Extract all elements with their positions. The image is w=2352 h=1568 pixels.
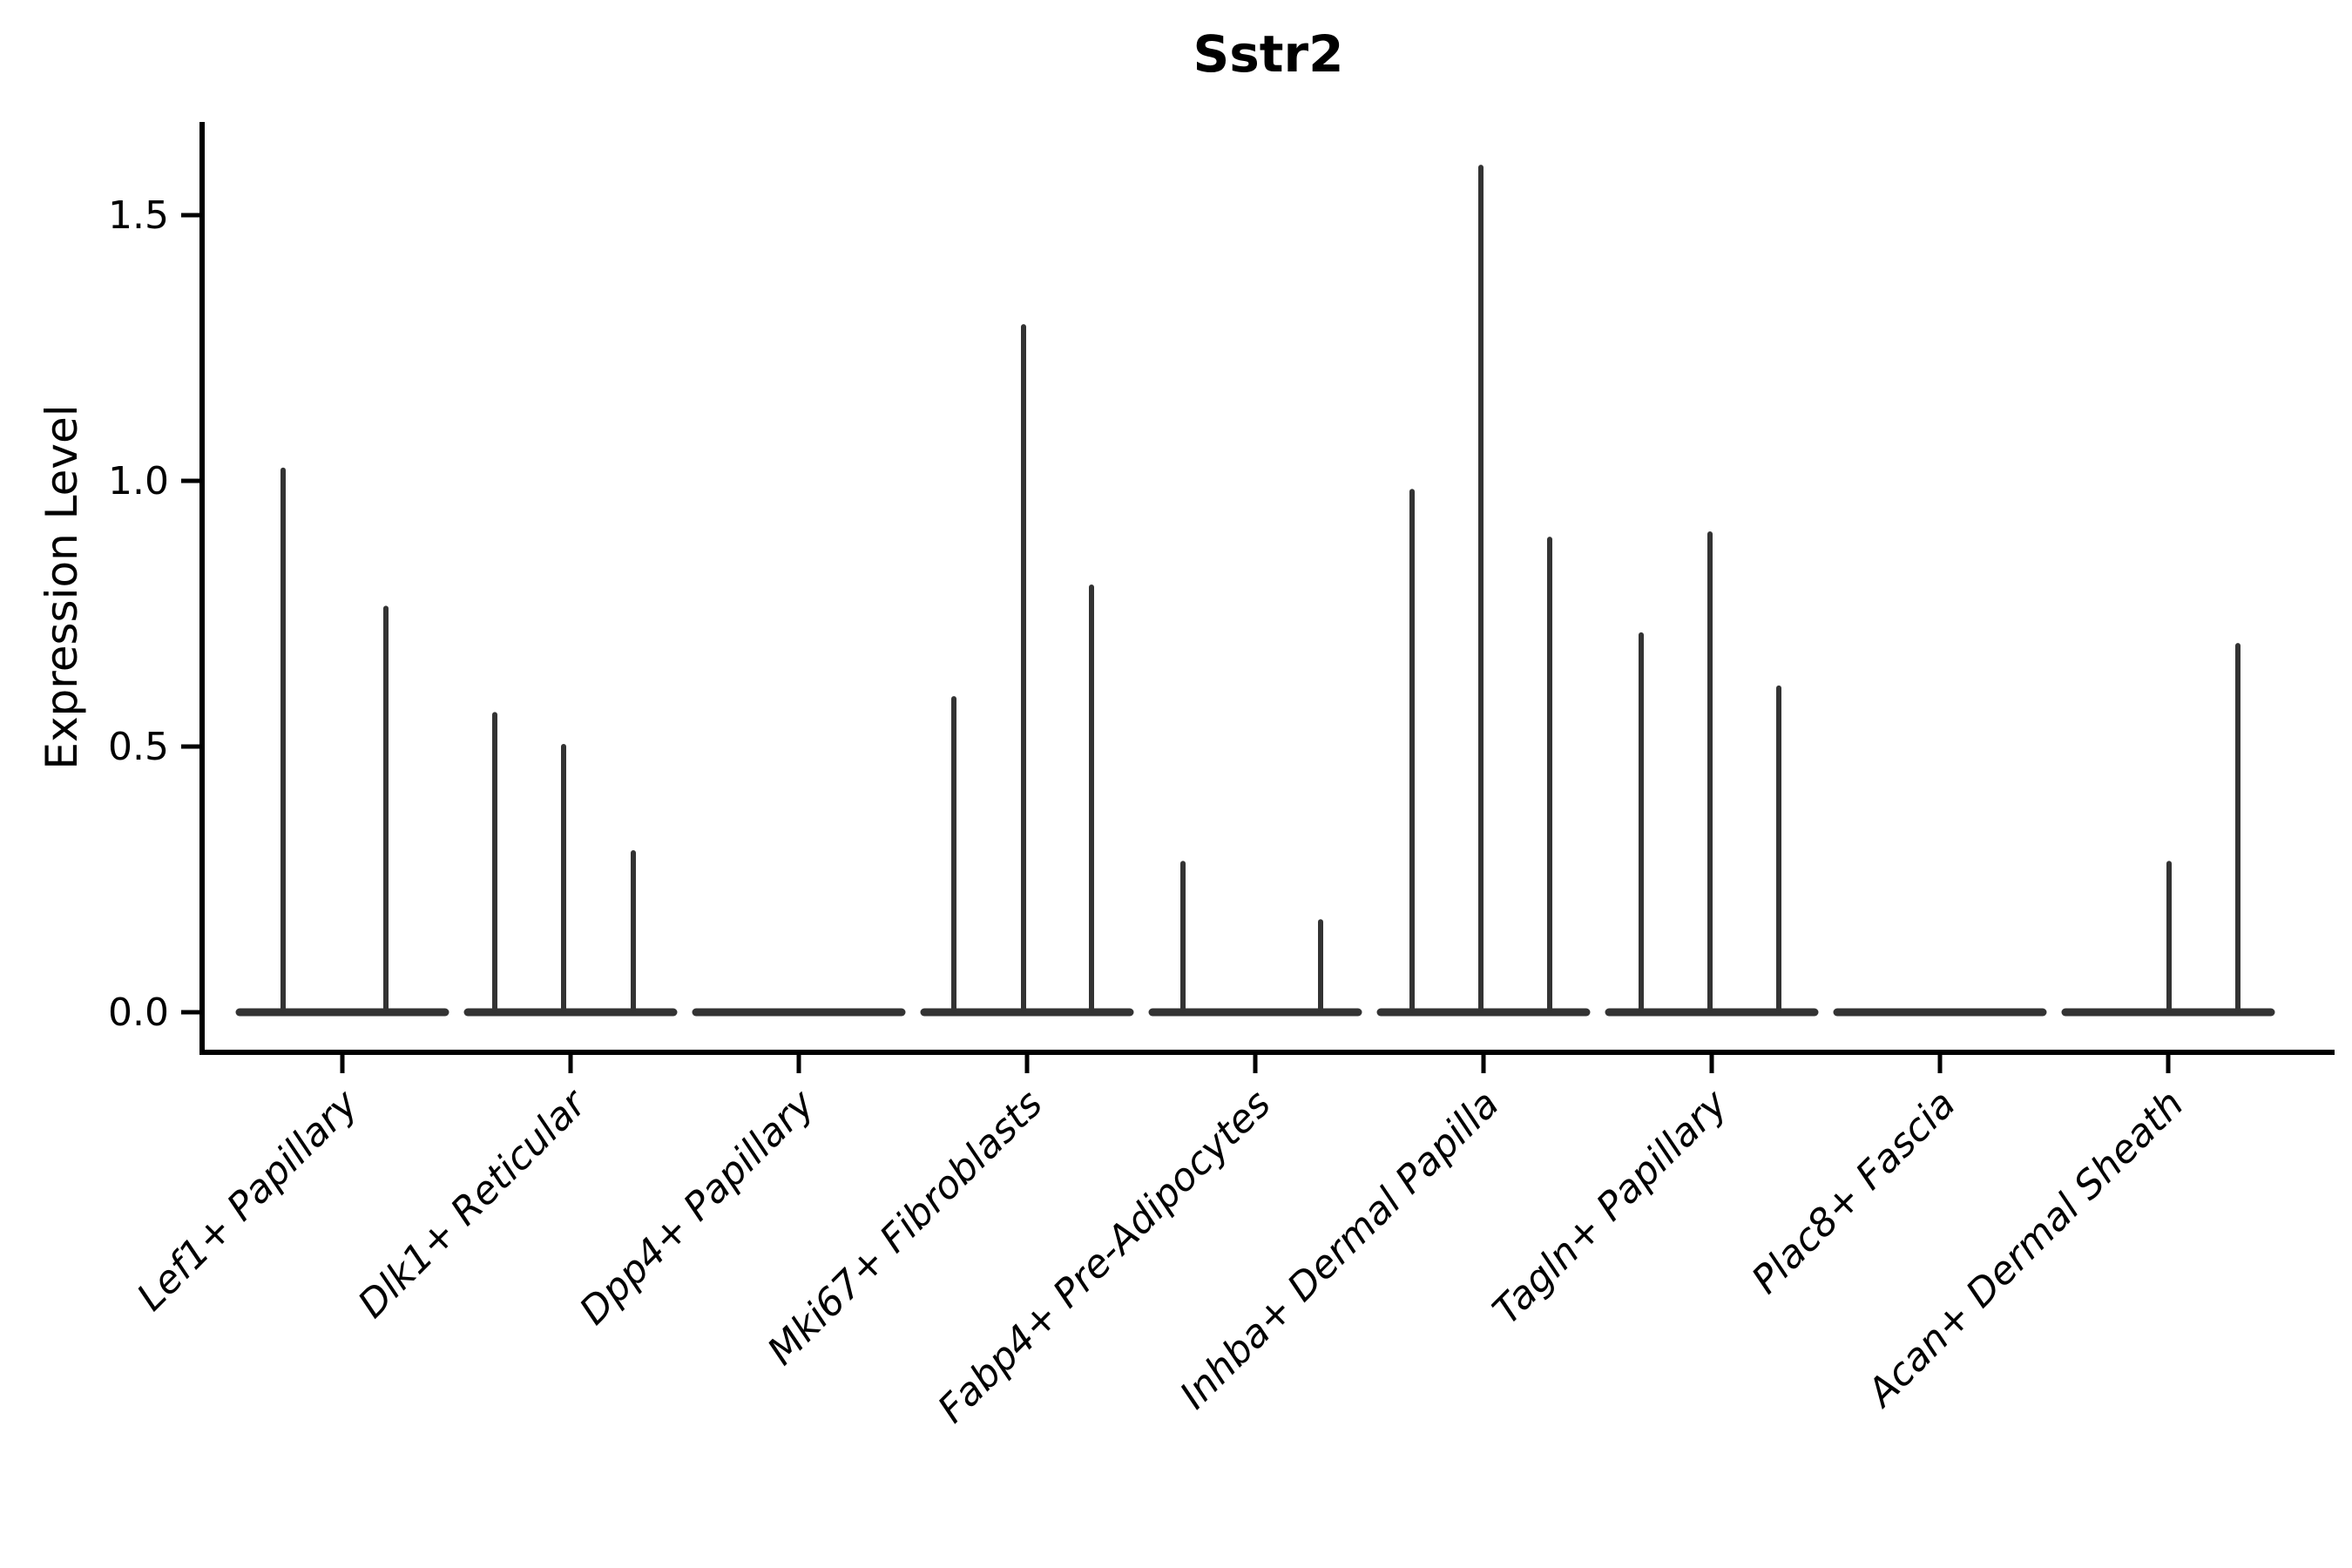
x-category-label: Lef1+ Papillary xyxy=(129,1081,368,1320)
violins xyxy=(235,165,2275,1017)
y-tick-label: 1.0 xyxy=(108,459,169,504)
y-tick-label: 1.5 xyxy=(108,193,169,238)
y-axis-label: Expression Level xyxy=(37,404,87,769)
x-category-label: Tagln+ Papillary xyxy=(1484,1081,1736,1333)
y-tick-label: 0.5 xyxy=(108,725,169,769)
axes: 0.0 0.5 1.0 1.5 xyxy=(108,122,2335,1073)
x-category-label: Dpp4+ Papillary xyxy=(571,1081,824,1334)
x-category-label: Plac8+ Fascia xyxy=(1743,1082,1963,1302)
y-tick-label: 0.0 xyxy=(108,990,169,1035)
x-category-label: Dlk1+ Reticular xyxy=(349,1080,596,1327)
chart-title: Sstr2 xyxy=(1193,24,1344,84)
